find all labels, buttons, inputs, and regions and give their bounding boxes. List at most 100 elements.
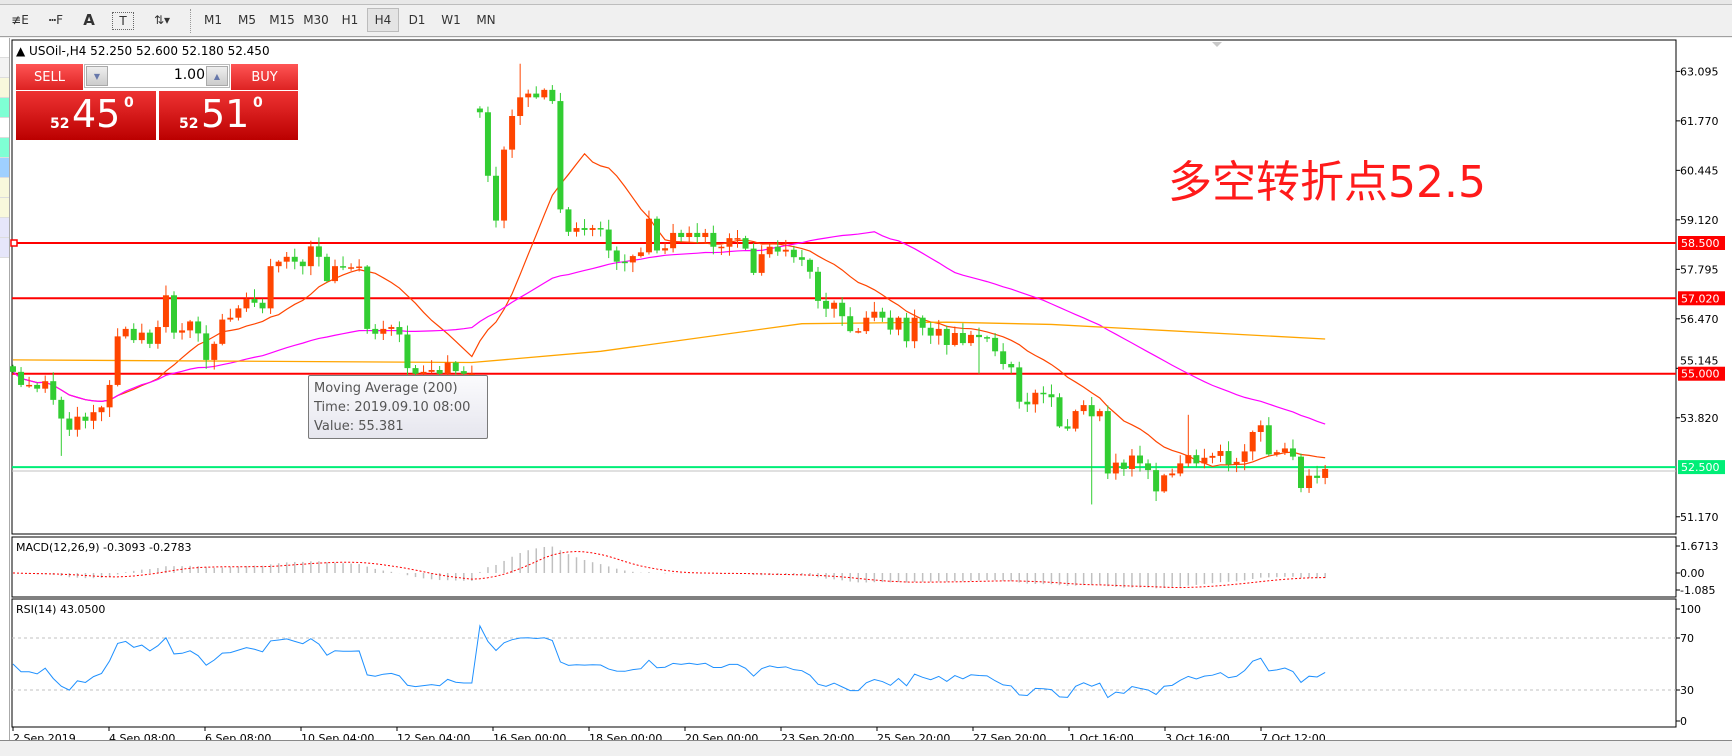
buy-price-prefix: 52: [179, 116, 199, 132]
bullish-candle: [138, 332, 145, 341]
bullish-candle: [420, 371, 427, 374]
bullish-candle: [267, 266, 274, 309]
level-price-tag: [1678, 366, 1725, 381]
lot-size-input[interactable]: ▼ 1.00 ▲: [84, 64, 230, 88]
elliott-wave-tool-icon[interactable]: ≢E: [11, 13, 29, 27]
bullish-candle: [90, 412, 97, 421]
bullish-candle: [589, 228, 596, 230]
lot-decrease-button[interactable]: ▼: [86, 66, 108, 86]
bearish-candle: [10, 366, 16, 372]
bullish-candle: [1281, 448, 1288, 453]
bullish-candle: [863, 317, 870, 332]
bullish-candle: [935, 328, 942, 336]
bearish-candle: [774, 246, 781, 252]
bearish-candle: [1064, 426, 1071, 429]
bullish-candle: [895, 317, 902, 330]
bullish-candle: [444, 362, 451, 374]
time-tick-label: 6 Sep 08:00: [205, 732, 271, 740]
bullish-candle: [332, 266, 338, 282]
bearish-candle: [195, 321, 202, 334]
bearish-candle: [806, 259, 813, 272]
lot-increase-button[interactable]: ▲: [206, 66, 228, 86]
bearish-candle: [1314, 475, 1321, 478]
time-tick-label: 1 Oct 16:00: [1069, 732, 1134, 740]
time-tick-label: 25 Sep 20:00: [877, 732, 950, 740]
bullish-candle: [718, 246, 725, 249]
timeframe-h4[interactable]: H4: [367, 8, 399, 32]
time-tick-label: 16 Sep 00:00: [493, 732, 566, 740]
bearish-candle: [984, 337, 991, 339]
timeframe-m5[interactable]: M5: [238, 13, 256, 27]
bearish-candle: [1137, 455, 1143, 464]
bullish-candle: [509, 116, 516, 150]
sell-price-prefix: 52: [50, 116, 70, 132]
timeframe-mn[interactable]: MN: [476, 13, 496, 27]
tooltip-title: Moving Average (200): [314, 381, 458, 396]
bearish-candle: [879, 311, 886, 318]
bearish-candle: [203, 333, 210, 360]
bearish-candle: [315, 246, 322, 257]
rsi-tick-label: 70: [1680, 632, 1694, 645]
bullish-candle: [967, 334, 974, 344]
bullish-candle: [1177, 463, 1184, 474]
bearish-candle: [533, 93, 540, 98]
bullish-candle: [951, 333, 958, 345]
bullish-candle: [1233, 461, 1240, 465]
bullish-candle: [637, 252, 644, 257]
chart-annotation-text[interactable]: 多空转折点52.5: [1168, 157, 1486, 208]
rsi-line: [12, 624, 1326, 699]
bearish-candle: [1193, 455, 1200, 464]
timeframe-m30[interactable]: M30: [303, 13, 329, 27]
bearish-candle: [130, 328, 137, 341]
bearish-candle: [412, 368, 419, 374]
rsi-tick-label: 30: [1680, 684, 1694, 697]
level-price-label: 58.500: [1681, 237, 1720, 250]
tooltip-time: Time: 2019.09.10 08:00: [314, 400, 471, 415]
timeframe-w1[interactable]: W1: [441, 13, 461, 27]
bearish-candle: [404, 334, 411, 369]
bearish-candle: [1000, 351, 1007, 365]
sell-button[interactable]: SELL: [16, 64, 83, 90]
bullish-candle: [154, 327, 161, 344]
bearish-candle: [557, 101, 564, 210]
buy-price-button[interactable]: 52 51 0: [159, 91, 298, 140]
bearish-candle: [581, 228, 588, 230]
sell-price-big: 45: [72, 92, 121, 136]
text-tool-icon[interactable]: A: [83, 11, 95, 29]
buy-button[interactable]: BUY: [231, 64, 298, 90]
collapse-triangle-icon[interactable]: ▲: [16, 44, 30, 58]
timeframe-m15[interactable]: M15: [269, 13, 295, 27]
rsi-pane: [11, 598, 1677, 728]
sell-price-button[interactable]: 52 45 0: [16, 91, 156, 140]
fibonacci-tool-icon[interactable]: ┅F: [48, 13, 64, 27]
bullish-candle: [42, 381, 49, 389]
chart-window[interactable]: 63.095 61.770 60.445 59.120 57.795 56.470 55.1…: [10, 38, 1732, 740]
bullish-candle: [1161, 475, 1168, 492]
bearish-candle: [1048, 394, 1055, 398]
bearish-candle: [597, 228, 604, 230]
bearish-candle: [1008, 364, 1015, 368]
bullish-candle: [1241, 451, 1248, 462]
timeframe-m1[interactable]: M1: [204, 13, 222, 27]
timeframe-d1[interactable]: D1: [408, 13, 426, 27]
level-price-tag: [1678, 460, 1725, 475]
bullish-candle: [1128, 455, 1135, 469]
level-price-label: 52.500: [1681, 461, 1720, 474]
time-tick-label: 12 Sep 04:00: [397, 732, 470, 740]
bearish-candle: [621, 261, 628, 264]
bullish-candle: [702, 232, 709, 238]
macd-tick-label: -1.085: [1680, 584, 1715, 597]
time-tick-label: 27 Sep 20:00: [973, 732, 1046, 740]
text-label-tool-icon[interactable]: T: [112, 12, 134, 30]
bearish-candle: [919, 317, 926, 328]
time-tick-label: 10 Sep 04:00: [301, 732, 374, 740]
arrows-tool-icon[interactable]: ⇅▾: [153, 13, 171, 27]
bullish-candle: [227, 317, 234, 320]
macd-tick-label: 1.6713: [1680, 540, 1719, 553]
bullish-candle: [629, 256, 636, 263]
time-tick-label: 3 Oct 16:00: [1165, 732, 1230, 740]
timeframe-h1[interactable]: H1: [341, 13, 359, 27]
price-chart[interactable]: 63.095 61.770 60.445 59.120 57.795 56.470 55.1…: [10, 38, 1732, 740]
lot-size-value[interactable]: 1.00: [173, 67, 205, 83]
bullish-candle: [428, 369, 435, 372]
